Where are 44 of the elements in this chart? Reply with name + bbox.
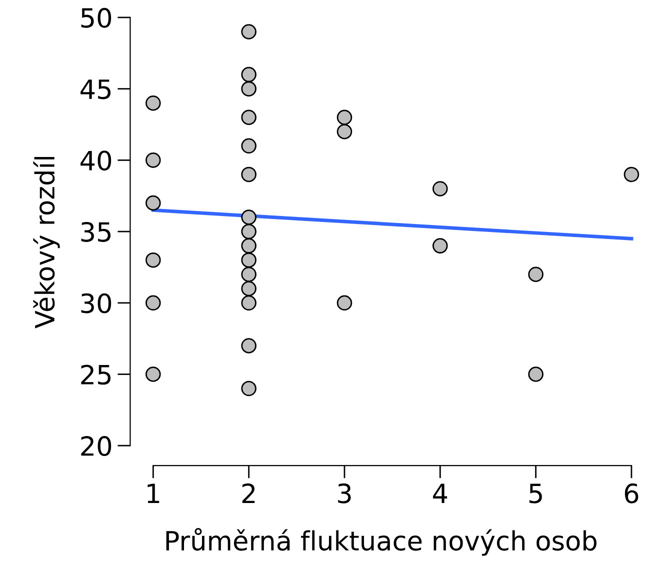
point	[336, 295, 352, 311]
point	[528, 266, 544, 282]
point	[146, 295, 161, 311]
point	[241, 66, 256, 82]
point	[241, 338, 256, 354]
point	[241, 81, 256, 96]
point	[146, 195, 161, 211]
point	[241, 224, 256, 240]
x-tick-label: 4	[433, 484, 448, 504]
x-tick-label: 2	[242, 483, 255, 504]
point	[241, 24, 256, 40]
y-tick-label: 20	[81, 436, 112, 456]
point	[241, 166, 256, 182]
point	[624, 166, 640, 182]
point	[241, 280, 256, 296]
point	[241, 252, 256, 268]
point	[241, 266, 256, 282]
point	[241, 210, 256, 225]
point	[146, 252, 161, 268]
y-tick-label: 40	[80, 150, 112, 171]
point	[241, 110, 256, 126]
point	[146, 152, 161, 168]
point	[336, 124, 352, 140]
y-axis-title: Věkový rozdíl	[33, 157, 60, 328]
x-axis-title: Průměrná fluktuace nových osob	[166, 528, 596, 556]
point	[146, 366, 161, 382]
point	[432, 238, 448, 254]
point	[336, 110, 352, 126]
y-tick-label: 45	[80, 80, 111, 100]
point	[241, 138, 256, 154]
point	[241, 238, 256, 254]
y-tick-label: 35	[81, 222, 111, 242]
x-tick-label: 6	[624, 483, 638, 504]
point	[241, 295, 256, 311]
point	[432, 181, 448, 196]
point	[241, 380, 256, 396]
point	[528, 366, 544, 382]
x-tick-label: 1	[148, 484, 160, 504]
x-tick-label: 5	[529, 484, 542, 504]
y-tick-label: 25	[81, 364, 111, 385]
point	[146, 95, 161, 111]
x-tick-label: 3	[338, 483, 351, 504]
y-tick-label: 50	[81, 8, 112, 28]
y-tick-label: 30	[81, 293, 112, 314]
